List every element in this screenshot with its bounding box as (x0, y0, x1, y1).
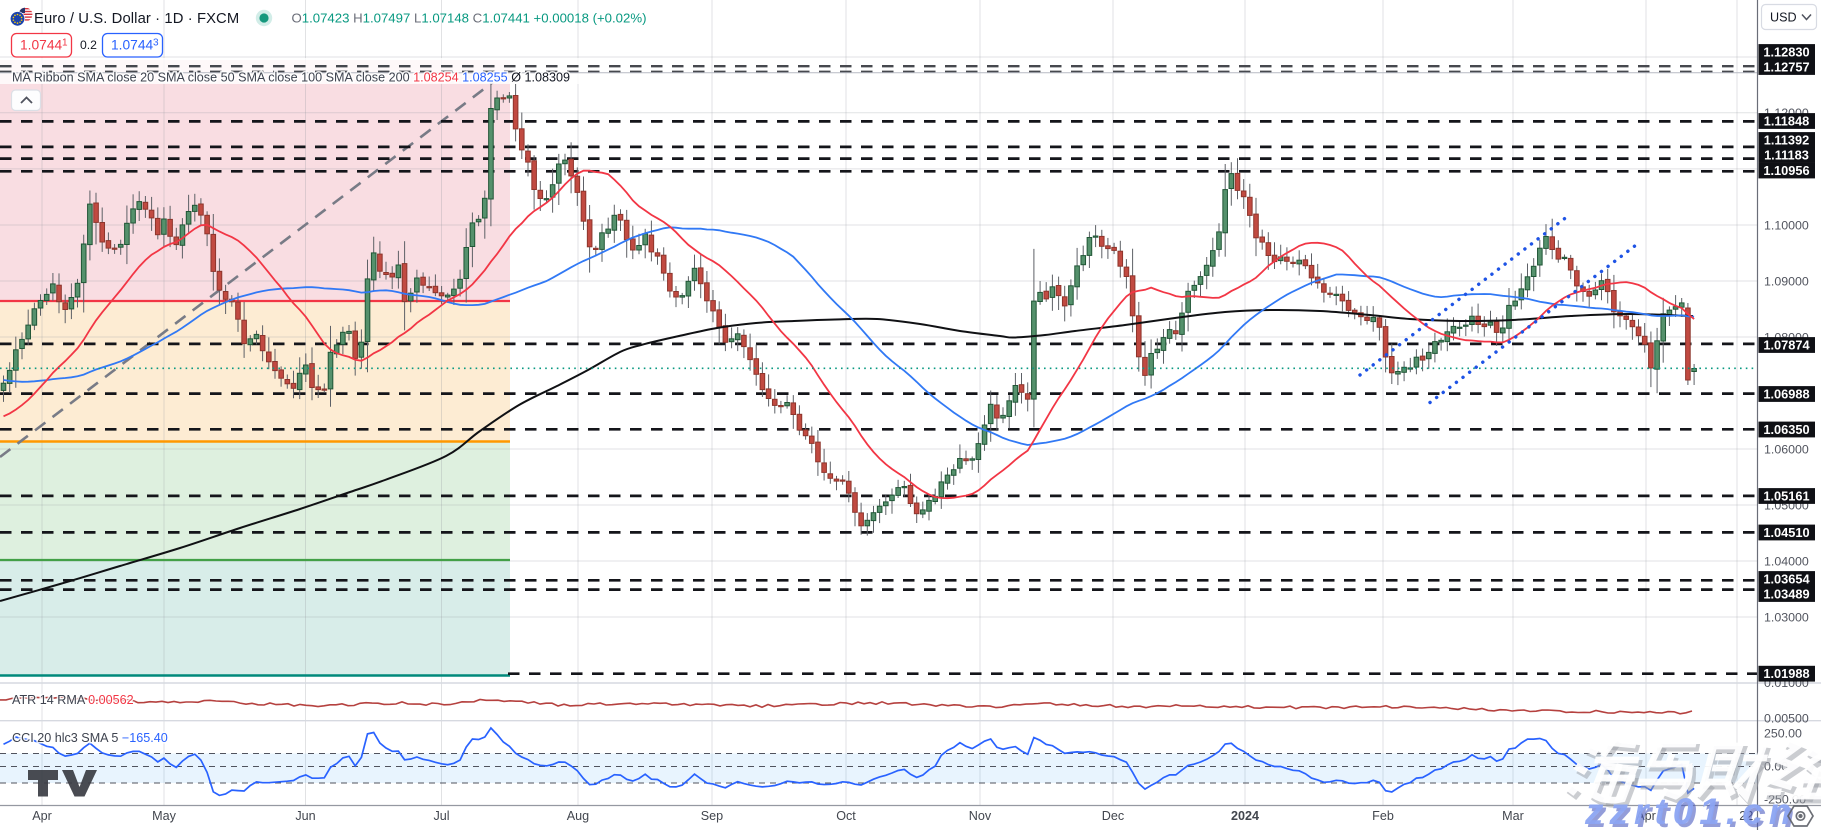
svg-text:1.0744: 1.0744 (20, 38, 63, 53)
svg-text:Euro / U.S. Dollar · 1D · FXCM: Euro / U.S. Dollar · 1D · FXCM (34, 11, 239, 27)
svg-text:1.12830: 1.12830 (1763, 45, 1809, 60)
svg-text:1.03654: 1.03654 (1763, 572, 1810, 587)
svg-text:1: 1 (62, 38, 68, 49)
svg-text:1.10000: 1.10000 (1764, 218, 1809, 232)
svg-text:3: 3 (153, 38, 159, 49)
svg-text:May: May (152, 809, 176, 823)
svg-text:1.0744: 1.0744 (111, 38, 154, 53)
svg-text:1.05161: 1.05161 (1763, 489, 1809, 504)
svg-text:zzrt01.cn: zzrt01.cn (1587, 794, 1800, 830)
svg-text:Aug: Aug (567, 809, 589, 823)
svg-text:1.07874: 1.07874 (1763, 338, 1810, 353)
svg-text:250.00: 250.00 (1764, 727, 1802, 741)
svg-text:1.04000: 1.04000 (1764, 554, 1809, 568)
svg-text:22.: 22. (1739, 809, 1757, 823)
svg-text:CCI 20 hlc3 SMA 5 −165.40: CCI 20 hlc3 SMA 5 −165.40 (12, 731, 168, 745)
svg-text:1.03489: 1.03489 (1763, 587, 1809, 602)
svg-text:1.06350: 1.06350 (1763, 422, 1809, 437)
svg-text:0.00500: 0.00500 (1764, 712, 1809, 726)
svg-text:1.09000: 1.09000 (1764, 274, 1809, 288)
svg-text:Feb: Feb (1372, 809, 1394, 823)
svg-text:zzrt01.cn: zzrt01.cn (1584, 791, 1797, 830)
svg-text:1.06000: 1.06000 (1764, 442, 1809, 456)
svg-text:Dec: Dec (1102, 809, 1124, 823)
svg-text:Nov: Nov (969, 809, 992, 823)
svg-text:Oct: Oct (836, 809, 856, 823)
svg-text:1.11848: 1.11848 (1764, 114, 1810, 129)
svg-text:MA Ribbon SMA close 20 SMA clo: MA Ribbon SMA close 20 SMA close 50 SMA … (12, 71, 570, 85)
svg-text:1.12757: 1.12757 (1763, 60, 1809, 75)
svg-text:2024: 2024 (1231, 809, 1259, 823)
svg-text:1.11183: 1.11183 (1764, 148, 1809, 163)
svg-text:1.11392: 1.11392 (1764, 133, 1810, 148)
svg-text:Apr: Apr (1636, 809, 1656, 823)
svg-text:USD: USD (1770, 11, 1797, 25)
svg-text:1.04510: 1.04510 (1763, 525, 1809, 540)
svg-text:Jul: Jul (433, 809, 449, 823)
svg-text:0.2: 0.2 (80, 38, 97, 52)
svg-text:ATR 14 RMA 0.00562: ATR 14 RMA 0.00562 (12, 693, 134, 707)
svg-text:Jun: Jun (295, 809, 315, 823)
svg-text:1.01988: 1.01988 (1763, 666, 1809, 681)
svg-text:1.10956: 1.10956 (1763, 163, 1809, 178)
svg-text:O1.07423 H1.07497 L1.07148 C1.: O1.07423 H1.07497 L1.07148 C1.07441 +0.0… (292, 11, 647, 26)
svg-text:Mar: Mar (1502, 809, 1524, 823)
svg-text:1.03000: 1.03000 (1764, 610, 1809, 624)
svg-text:Apr: Apr (32, 809, 52, 823)
svg-text:Sep: Sep (701, 809, 723, 823)
svg-text:1.06988: 1.06988 (1763, 387, 1809, 402)
